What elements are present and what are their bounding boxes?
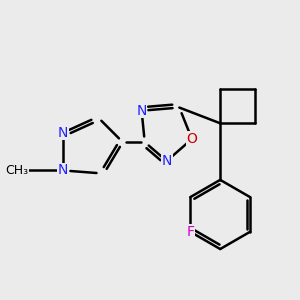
- Text: O: O: [187, 132, 197, 146]
- Text: N: N: [58, 164, 68, 177]
- Text: N: N: [162, 154, 172, 168]
- Text: N: N: [136, 104, 147, 118]
- Text: F: F: [186, 225, 194, 239]
- Text: CH₃: CH₃: [5, 164, 28, 177]
- Text: N: N: [58, 126, 68, 140]
